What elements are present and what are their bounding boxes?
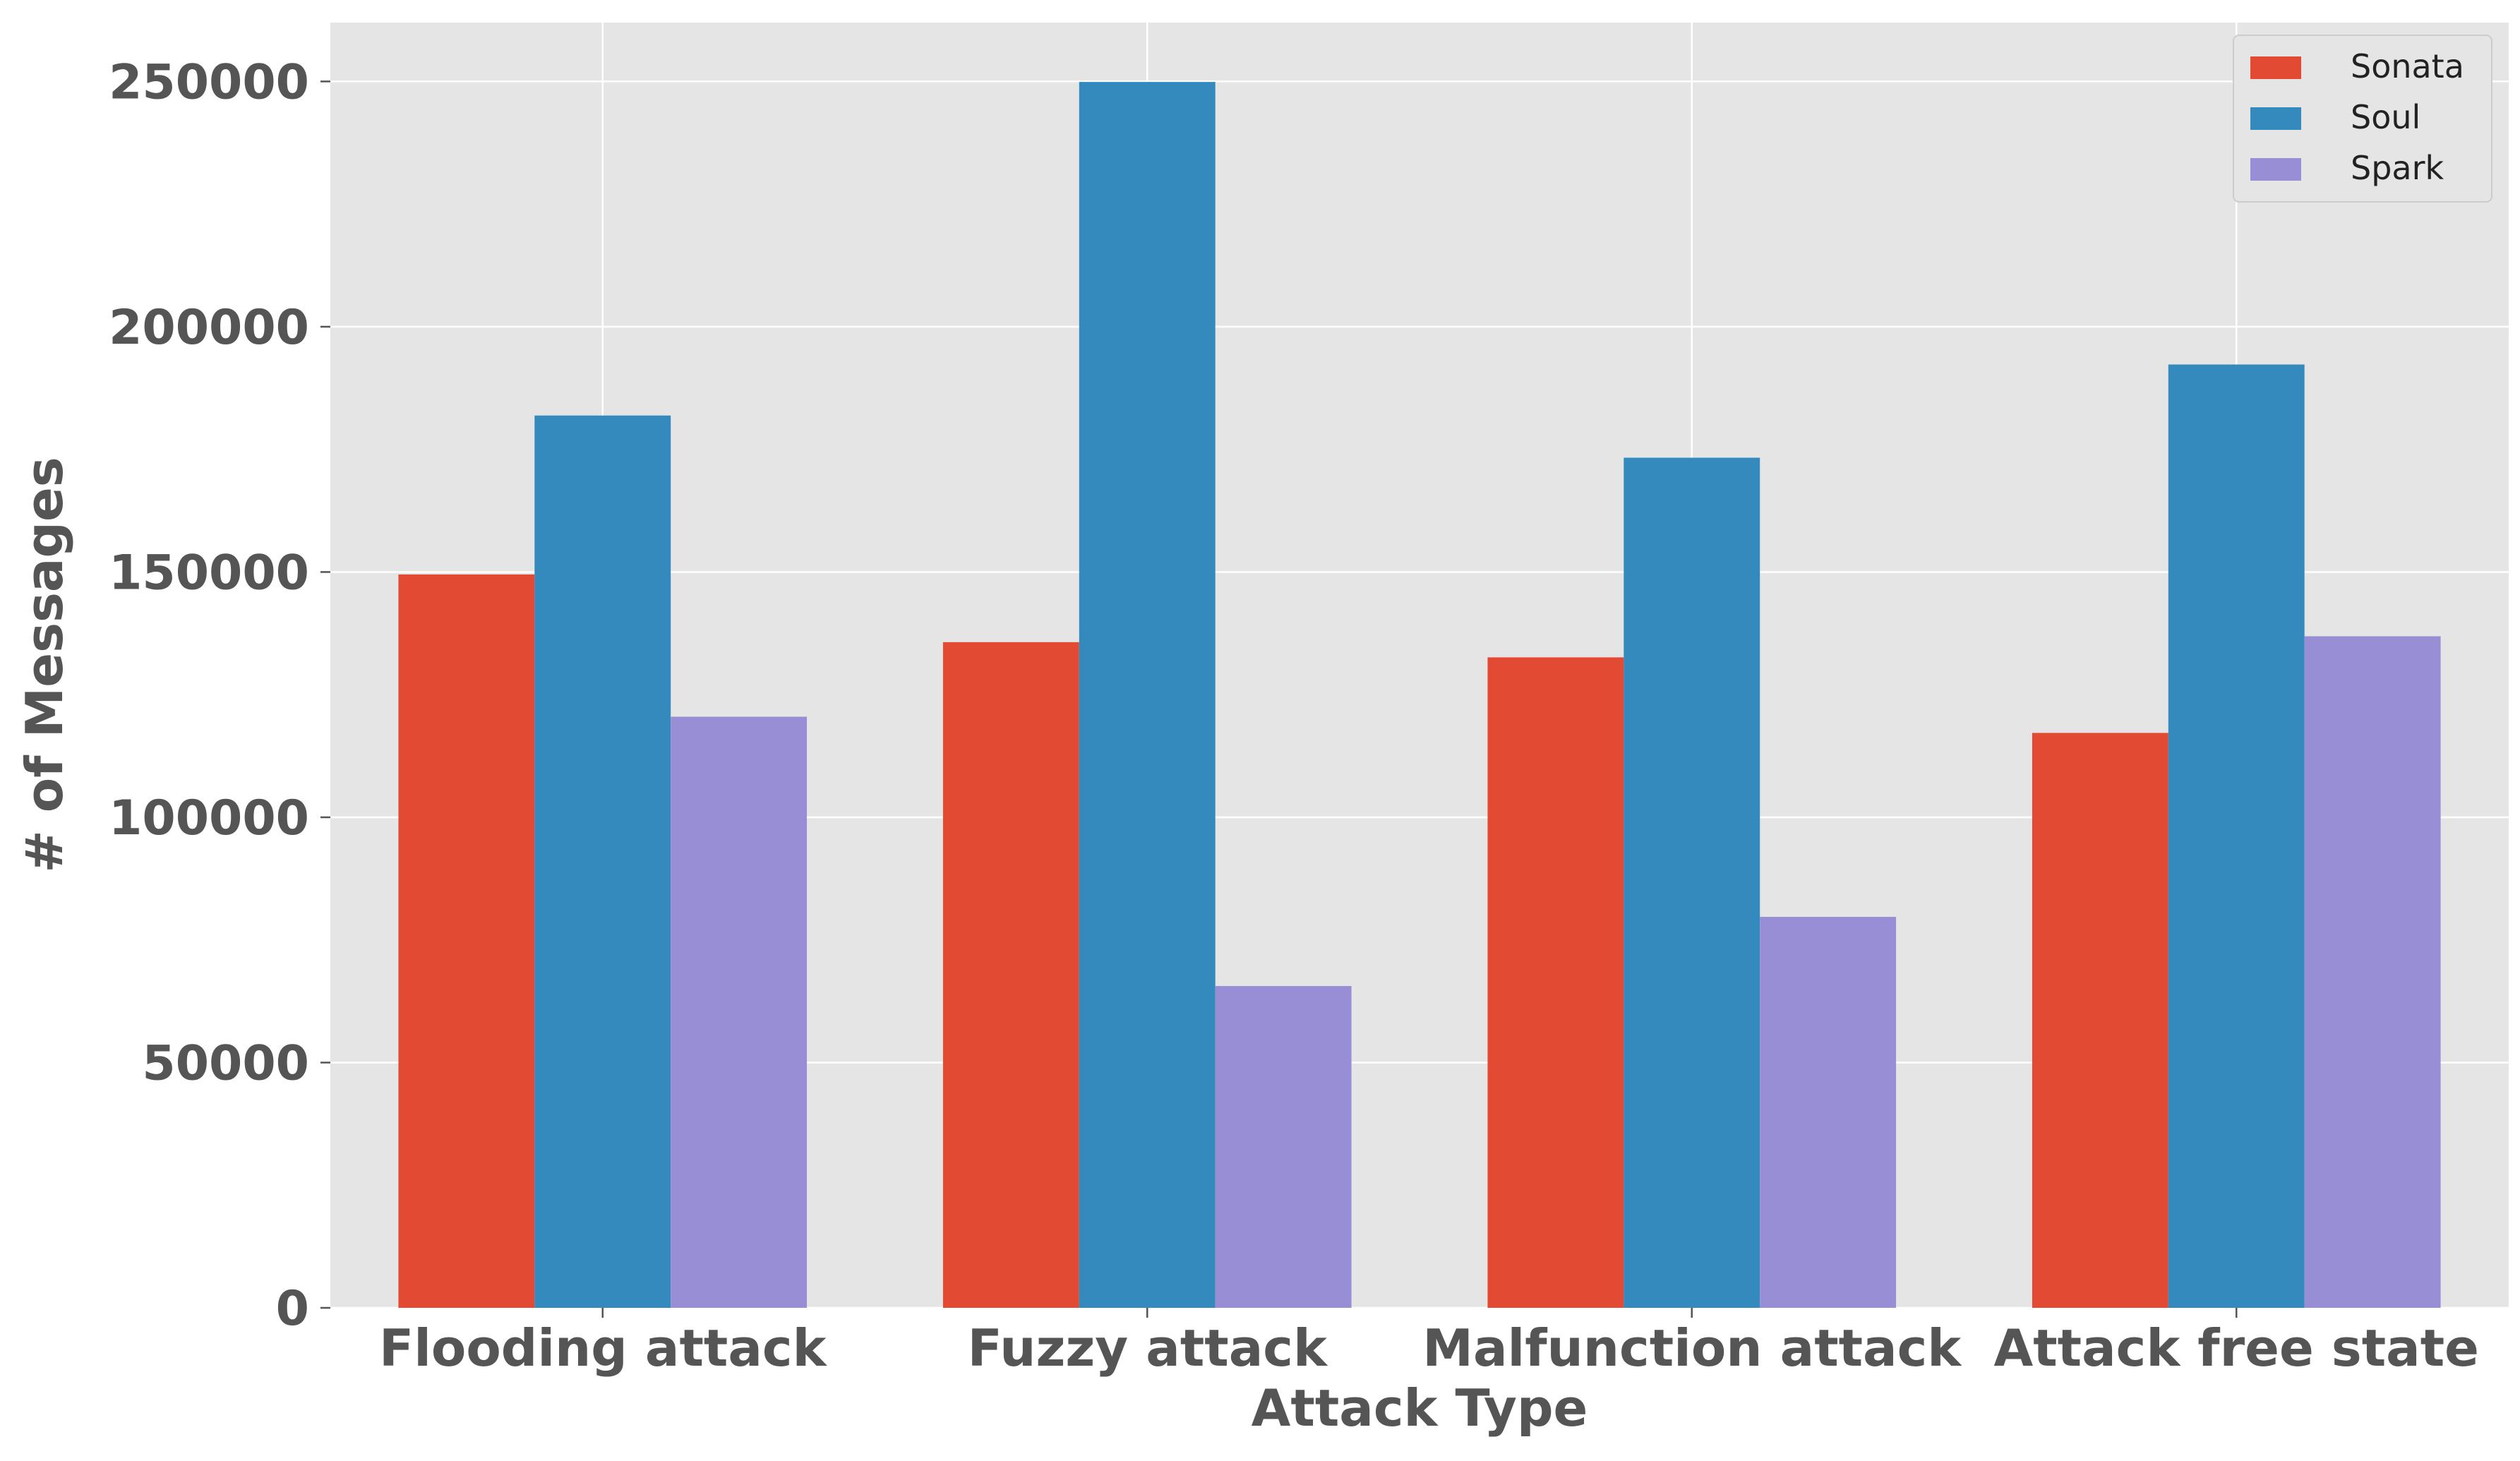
bar-soul-flooding-attack <box>534 415 671 1308</box>
y-tick-label: 100000 <box>109 790 309 846</box>
bar-spark-fuzzy-attack <box>1215 986 1352 1308</box>
y-tick-label: 150000 <box>109 545 309 601</box>
x-tick-label-flooding-attack: Flooding attack <box>379 1318 828 1378</box>
legend-swatch-sonata <box>2250 56 2301 79</box>
legend-label-soul: Soul <box>2351 98 2420 136</box>
legend-swatch-spark <box>2250 158 2301 181</box>
bar-sonata-malfunction-attack <box>1487 657 1624 1308</box>
bar-soul-attack-free-state <box>2168 364 2305 1308</box>
x-tick-label-malfunction-attack: Malfunction attack <box>1422 1318 1962 1378</box>
bar-soul-fuzzy-attack <box>1079 82 1216 1309</box>
bars <box>398 82 2441 1309</box>
bar-soul-malfunction-attack <box>1624 457 1760 1309</box>
y-tick-label: 50000 <box>142 1035 309 1091</box>
y-axis-title: # of Messages <box>15 457 74 872</box>
x-axis: Flooding attack Fuzzy attack Malfunction a… <box>379 1308 2479 1378</box>
x-tick-label-attack-free-state: Attack free state <box>1994 1318 2479 1378</box>
y-tick-label: 250000 <box>109 54 309 110</box>
legend-label-spark: Spark <box>2351 149 2444 187</box>
legend: Sonata Soul Spark <box>2233 35 2492 203</box>
y-tick-label: 200000 <box>109 300 309 356</box>
bar-spark-flooding-attack <box>671 716 808 1308</box>
x-tick-label-fuzzy-attack: Fuzzy attack <box>968 1318 1328 1378</box>
x-axis-title: Attack Type <box>1252 1378 1588 1438</box>
bar-spark-malfunction-attack <box>1760 917 1897 1308</box>
y-axis: 0 50000 100000 150000 200000 250000 <box>109 54 330 1337</box>
y-tick-label: 0 <box>276 1281 309 1337</box>
bar-spark-attack-free-state <box>2304 636 2441 1308</box>
legend-label-sonata: Sonata <box>2351 47 2464 85</box>
bar-sonata-attack-free-state <box>2032 733 2168 1308</box>
legend-swatch-soul <box>2250 107 2301 130</box>
bar-sonata-flooding-attack <box>398 574 535 1308</box>
bar-sonata-fuzzy-attack <box>942 642 1079 1308</box>
